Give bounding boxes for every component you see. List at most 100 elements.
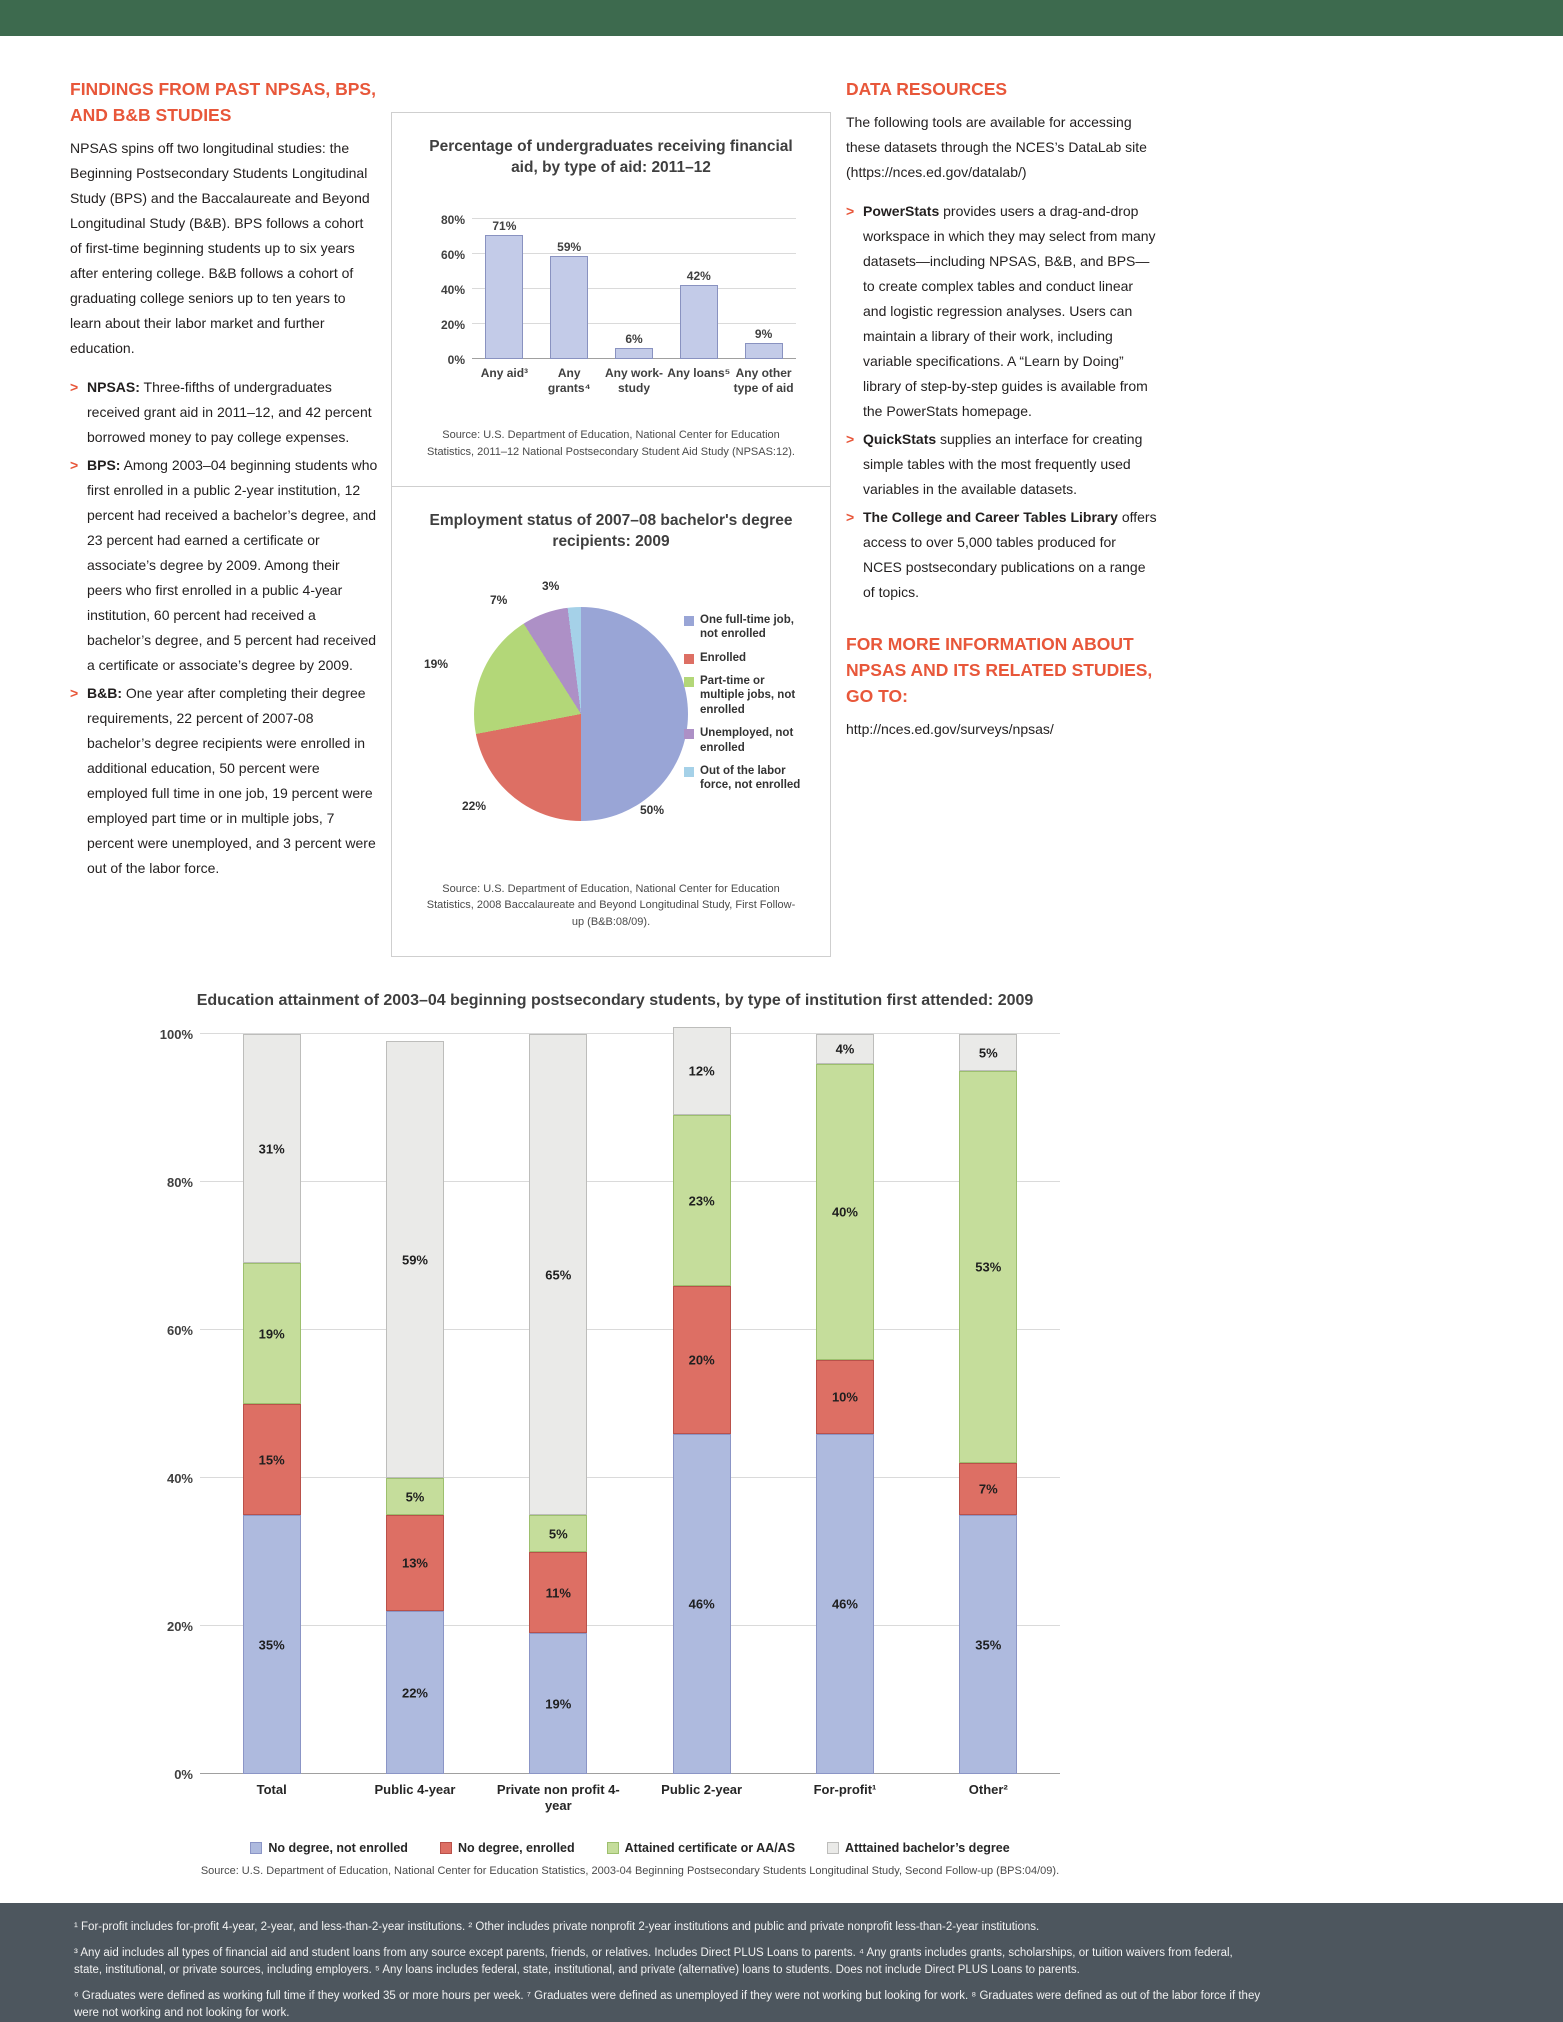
attainment-stacked-chart: 0% 20% 40% 60% 80% 100% 35% 15% 19% 31% 22% 13% 5% 59… — [160, 1026, 1060, 1782]
bar-chart-category-labels: Any aid³ Any grants⁴ Any work-study Any loa… — [472, 366, 796, 397]
footnote-3-4-5: ³ Any aid includes all types of financia… — [74, 1947, 1233, 1976]
legend-swatch — [827, 1841, 840, 1854]
stacked-category-label: Private non profit 4-year — [496, 1782, 620, 1814]
stacked-bar: 46% 20% 23% 12% — [672, 1026, 731, 1774]
stacked-chart-category-labels: Total Public 4-year Private non profit 4-y… — [200, 1782, 1060, 1815]
pie-slice-label: 19% — [424, 656, 449, 671]
gridline — [472, 322, 796, 324]
stacked-segment: 23% — [672, 1115, 731, 1286]
attainment-chart-section: Education attainment of 2003–04 beginnin… — [70, 992, 1160, 1877]
bullet-marker: > — [70, 457, 79, 473]
bullet-body: One year after completing their degree r… — [87, 685, 376, 876]
legend-label: Atttained bachelor’s degree — [845, 1840, 1010, 1855]
bar-value-label: 59% — [557, 239, 582, 254]
bullet-lead: PowerStats — [863, 203, 940, 219]
stacked-segment: 4% — [815, 1034, 874, 1064]
legend-swatch — [606, 1841, 619, 1854]
bullet-lead: QuickStats — [863, 431, 937, 447]
gridline — [200, 1329, 1060, 1330]
pie-legend: One full-time job, not enrolled Enrolled P… — [684, 613, 810, 802]
data-resources-section: DATA RESOURCES The following tools are a… — [846, 76, 1158, 742]
stacked-segment: 13% — [385, 1515, 444, 1612]
footnote-6-7-8: ⁶ Graduates were defined as working full… — [74, 1990, 1261, 2019]
legend-swatch — [684, 653, 694, 664]
stacked-category-label: Public 4-year — [374, 1782, 456, 1797]
stacked-segment: 11% — [529, 1552, 588, 1634]
gridline — [200, 1477, 1060, 1478]
stacked-category-label: Other² — [968, 1782, 1008, 1797]
pie-legend-item: Part-time or multiple jobs, not enrolled — [684, 674, 810, 717]
legend-swatch — [250, 1841, 263, 1854]
employment-pie-chart: One full-time job, not enrolled Enrolled P… — [414, 577, 808, 851]
bar — [550, 255, 589, 359]
bar-category-label: Any work-study — [604, 365, 663, 396]
data-resources-bullet-list: > PowerStats provides users a drag-and-dr… — [846, 199, 1158, 605]
bullet-body: offers access to over 5,000 tables produ… — [863, 509, 1157, 600]
charts-column: Percentage of undergraduates receiving f… — [391, 112, 831, 958]
bar-category-label: Any aid³ — [480, 365, 529, 380]
legend-swatch — [684, 615, 694, 626]
data-resources-heading: DATA RESOURCES — [846, 79, 1008, 99]
stacked-bar-slot: 46% 10% 40% 4% — [773, 1034, 916, 1774]
bar-chart-title: Percentage of undergraduates receiving f… — [429, 138, 793, 176]
legend-label: One full-time job, not enrolled — [700, 613, 794, 641]
y-axis-label: 40% — [166, 1471, 193, 1486]
findings-bullet-item: > NPSAS: Three-fifths of undergraduates r… — [70, 375, 378, 450]
bar-slot: 42% — [666, 219, 731, 359]
pie-graphic — [474, 606, 688, 821]
findings-heading: FINDINGS FROM PAST NPSAS, BPS, AND B&B S… — [70, 79, 376, 125]
bullet-text: PowerStats provides users a drag-and-dro… — [863, 199, 1158, 424]
legend-label: No degree, enrolled — [457, 1840, 575, 1855]
gridline — [472, 287, 796, 289]
pie-slice-label: 22% — [462, 798, 487, 813]
gridline — [200, 1773, 1060, 1774]
bar-value-label: 9% — [754, 327, 773, 342]
gridline — [472, 217, 796, 219]
bullet-text: B&B: One year after completing their deg… — [87, 681, 378, 881]
findings-bullet-list: > NPSAS: Three-fifths of undergraduates r… — [70, 375, 378, 881]
stacked-segment: 19% — [242, 1263, 301, 1404]
stacked-bar-slot: 22% 13% 5% 59% — [343, 1034, 486, 1774]
legend-swatch — [684, 766, 694, 777]
stacked-legend-item: Atttained bachelor’s degree — [827, 1841, 1010, 1855]
stacked-bar-slot: 35% 7% 53% 5% — [917, 1034, 1060, 1774]
stacked-bar-slot: 46% 20% 23% 12% — [630, 1026, 773, 1774]
npsas-url-link[interactable]: http://nces.ed.gov/surveys/npsas/ — [846, 721, 1054, 737]
employment-chart-section: Employment status of 2007–08 bachelor's … — [392, 486, 830, 956]
stacked-segment: 5% — [385, 1478, 444, 1516]
pie-chart-source: Source: U.S. Department of Education, Na… — [426, 882, 796, 928]
stacked-segment: 65% — [529, 1034, 588, 1516]
bullet-body: supplies an interface for creating simpl… — [863, 431, 1143, 497]
bar — [485, 234, 524, 359]
stacked-category-label: Total — [256, 1782, 287, 1797]
bar-value-label: 6% — [625, 332, 643, 347]
findings-section: FINDINGS FROM PAST NPSAS, BPS, AND B&B S… — [70, 76, 378, 884]
y-axis-label: 100% — [159, 1027, 193, 1042]
resources-bullet-item: > PowerStats provides users a drag-and-dr… — [846, 199, 1158, 424]
findings-bullet-item: > B&B: One year after completing their de… — [70, 681, 378, 881]
bullet-body: provides users a drag-and-drop workspace… — [863, 203, 1156, 419]
pie-legend-item: Unemployed, not enrolled — [684, 726, 810, 755]
bullet-body: Three-fifths of undergraduates received … — [87, 379, 372, 445]
stacked-segment: 5% — [529, 1515, 588, 1553]
legend-label: Out of the labor force, not enrolled — [700, 764, 801, 792]
stacked-chart-source: Source: U.S. Department of Education, Na… — [200, 1864, 1060, 1877]
stacked-segment: 12% — [672, 1026, 731, 1116]
stacked-bar-series: 35% 15% 19% 31% 22% 13% 5% 59% 19% 11% 5% 65% 46% 20%… — [200, 1026, 1060, 1774]
resources-bullet-item: > The College and Career Tables Library o… — [846, 505, 1158, 605]
bar-chart-source: Source: U.S. Department of Education, Na… — [427, 429, 795, 458]
bar-value-label: 42% — [686, 269, 711, 284]
stacked-segment: 46% — [672, 1433, 731, 1774]
data-resources-intro: The following tools are available for ac… — [846, 114, 1147, 180]
bar-series: 71% 59% 6% 42% 9% — [472, 219, 796, 359]
legend-label: Part-time or multiple jobs, not enrolled — [700, 675, 796, 716]
bar — [679, 285, 718, 359]
legend-swatch — [439, 1841, 452, 1854]
bar-category-label: Any grants⁴ — [547, 365, 591, 396]
pie-legend-item: Out of the labor force, not enrolled — [684, 764, 810, 793]
stacked-legend-item: Attained certificate or AA/AS — [606, 1841, 795, 1855]
gridline — [200, 1625, 1060, 1626]
stacked-segment: 35% — [959, 1515, 1018, 1774]
bullet-marker: > — [846, 509, 855, 525]
